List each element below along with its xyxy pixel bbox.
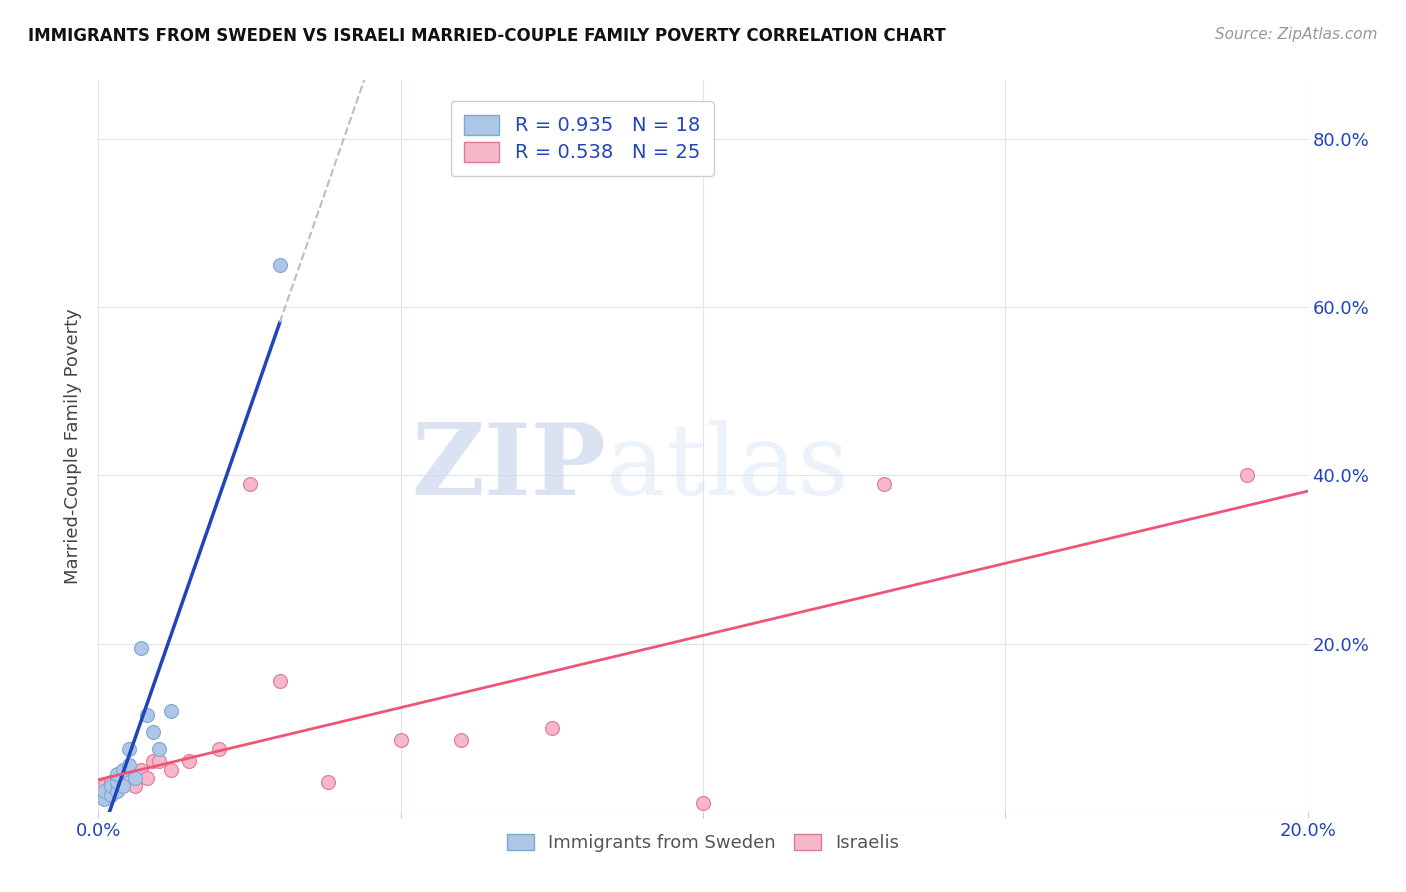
Legend: Immigrants from Sweden, Israelis: Immigrants from Sweden, Israelis: [498, 825, 908, 861]
Point: [142, 754, 165, 768]
Point: [208, 741, 231, 756]
Point: [148, 754, 170, 768]
Text: atlas: atlas: [606, 420, 849, 516]
Point: [1236, 468, 1258, 483]
Point: [135, 708, 157, 723]
Point: [111, 763, 134, 777]
Point: [269, 674, 291, 689]
Point: [269, 258, 291, 272]
Point: [179, 754, 201, 768]
Text: Source: ZipAtlas.com: Source: ZipAtlas.com: [1215, 27, 1378, 42]
Point: [540, 721, 562, 735]
Point: [105, 775, 128, 789]
Point: [135, 771, 157, 785]
Point: [160, 704, 183, 718]
Point: [124, 771, 146, 785]
Point: [118, 758, 141, 772]
Point: [93, 792, 115, 806]
Point: [239, 476, 262, 491]
Point: [100, 788, 122, 802]
Point: [160, 763, 183, 777]
Point: [105, 780, 128, 794]
Point: [873, 476, 896, 491]
Point: [100, 780, 122, 794]
Text: ZIP: ZIP: [412, 419, 606, 516]
Point: [129, 640, 152, 655]
Point: [316, 775, 339, 789]
Point: [389, 733, 412, 747]
Point: [100, 783, 122, 797]
Y-axis label: Married-Couple Family Poverty: Married-Couple Family Poverty: [65, 308, 83, 584]
Point: [93, 783, 115, 797]
Point: [118, 741, 141, 756]
Point: [105, 771, 128, 785]
Point: [100, 775, 122, 789]
Point: [692, 797, 714, 811]
Point: [118, 767, 141, 781]
Point: [105, 767, 128, 781]
Point: [111, 780, 134, 794]
Text: IMMIGRANTS FROM SWEDEN VS ISRAELI MARRIED-COUPLE FAMILY POVERTY CORRELATION CHAR: IMMIGRANTS FROM SWEDEN VS ISRAELI MARRIE…: [28, 27, 946, 45]
Point: [111, 775, 134, 789]
Point: [148, 741, 170, 756]
Point: [105, 783, 128, 797]
Point: [142, 724, 165, 739]
Point: [93, 788, 115, 802]
Point: [93, 780, 115, 794]
Point: [129, 763, 152, 777]
Point: [124, 780, 146, 794]
Point: [450, 733, 472, 747]
